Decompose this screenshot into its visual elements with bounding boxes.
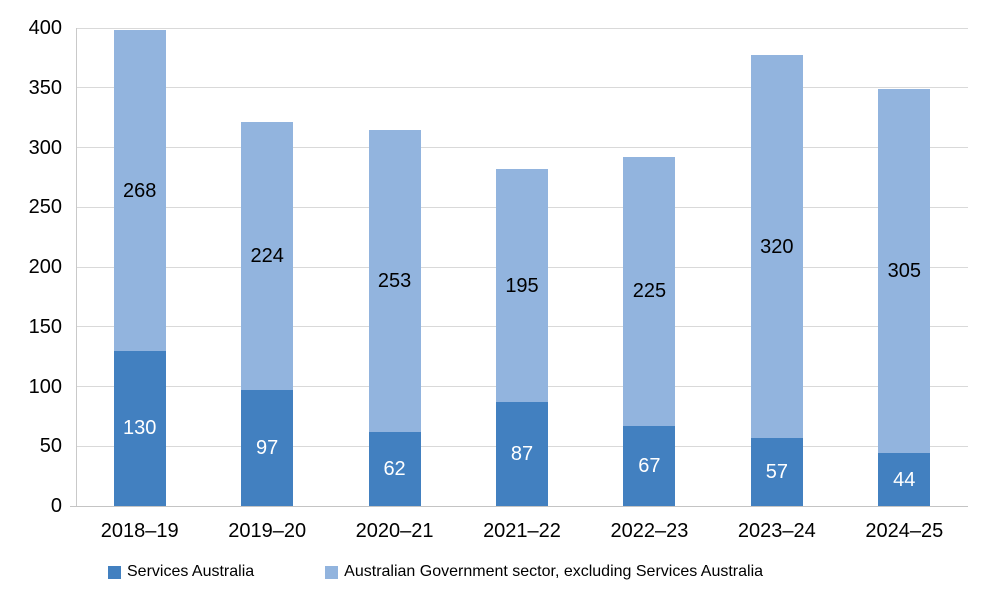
legend-label: Australian Government sector, excluding … xyxy=(344,563,764,580)
bar-segment-2020–21-series0 xyxy=(368,431,421,506)
bar-segment-2024–25-series1 xyxy=(878,88,931,454)
data-label-2023–24-series0: 57 xyxy=(765,460,788,483)
gridline-300 xyxy=(76,147,968,148)
x-axis-line xyxy=(70,506,968,507)
gridline-400 xyxy=(76,27,968,29)
legend-swatch-icon xyxy=(108,565,121,579)
data-label-2019–20-series1: 224 xyxy=(250,245,284,268)
data-label-2024–25-series0: 44 xyxy=(893,468,916,491)
data-label-2019–20-series0: 97 xyxy=(256,437,279,460)
x-tick-label-2019–20: 2019–20 xyxy=(228,520,307,542)
legend-item-0: Services Australia xyxy=(108,563,254,581)
y-tick-label-0: 0 xyxy=(50,495,62,517)
data-label-2021–22-series1: 195 xyxy=(505,274,539,297)
y-tick-label-300: 300 xyxy=(28,136,62,159)
legend: Services Australia Australian Government … xyxy=(108,563,763,581)
legend-label: Services Australia xyxy=(127,563,255,580)
data-label-2023–24-series1: 320 xyxy=(760,235,794,258)
x-tick-label-2020–21: 2020–21 xyxy=(355,520,434,542)
bar-segment-2024–25-series0 xyxy=(878,453,931,506)
data-label-2020–21-series0: 62 xyxy=(383,457,406,480)
bar-segment-2020–21-series1 xyxy=(368,129,421,432)
x-tick-label-2022–23: 2022–23 xyxy=(610,520,689,542)
y-tick-label-100: 100 xyxy=(28,375,62,398)
bar-segment-2022–23-series0 xyxy=(623,425,676,506)
data-label-2020–21-series1: 253 xyxy=(377,269,412,292)
y-tick-label-200: 200 xyxy=(28,256,62,278)
data-label-2018–19-series0: 130 xyxy=(123,417,157,440)
x-tick-label-2024–25: 2024–25 xyxy=(865,520,944,542)
data-label-2024–25-series1: 305 xyxy=(887,260,921,283)
y-axis-line xyxy=(76,28,77,506)
legend-item-1: Australian Government sector, excluding … xyxy=(325,563,763,581)
x-tick-label-2021–22: 2021–22 xyxy=(483,520,561,542)
bar-segment-2023–24-series1 xyxy=(750,55,803,438)
y-tick-label-350: 350 xyxy=(28,76,62,99)
data-label-2018–19-series1: 268 xyxy=(123,179,157,202)
legend-swatch-icon xyxy=(325,565,339,579)
bar-segment-2023–24-series0 xyxy=(750,437,803,506)
gridline-350 xyxy=(76,87,968,89)
data-label-2022–23-series0: 67 xyxy=(638,454,661,477)
x-tick-label-2018–19: 2018–19 xyxy=(100,520,179,542)
bar-segment-2018–19-series1 xyxy=(113,30,166,351)
bar-segment-2021–22-series1 xyxy=(496,169,548,403)
y-tick-label-250: 250 xyxy=(28,196,62,219)
bar-segment-2022–23-series1 xyxy=(623,157,676,426)
y-tick-label-150: 150 xyxy=(28,315,62,338)
x-tick-label-2023–24: 2023–24 xyxy=(737,520,816,542)
bar-segment-2019–20-series0 xyxy=(241,390,294,506)
bar-segment-2019–20-series1 xyxy=(241,122,294,391)
y-tick-label-50: 50 xyxy=(39,435,62,458)
y-tick-label-400: 400 xyxy=(28,17,62,39)
data-label-2021–22-series0: 87 xyxy=(510,443,534,466)
data-label-2022–23-series1: 225 xyxy=(632,280,667,303)
bar-segment-2018–19-series0 xyxy=(113,350,166,506)
bar-segment-2021–22-series0 xyxy=(496,402,548,506)
